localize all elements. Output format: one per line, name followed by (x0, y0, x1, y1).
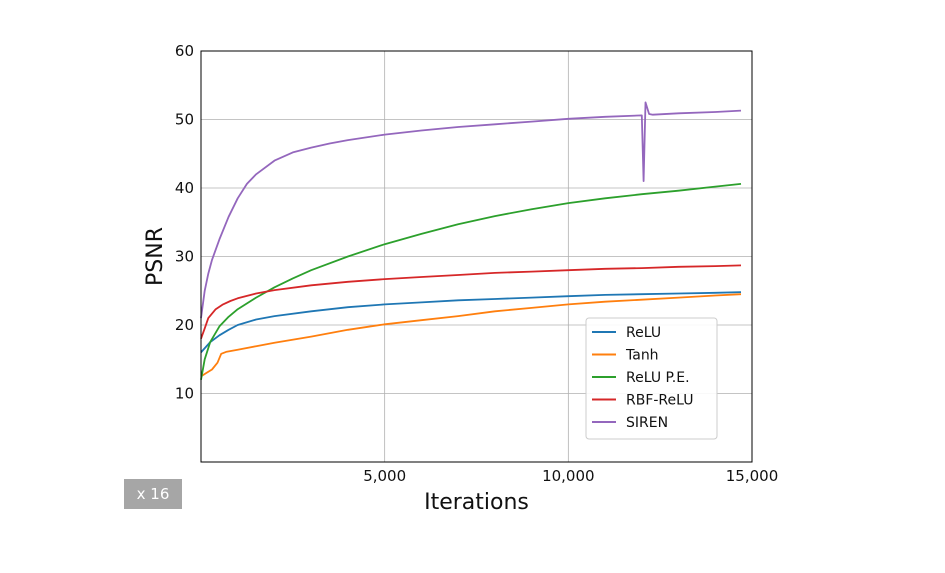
x-tick-label: 5,000 (363, 467, 406, 485)
legend: ReLU Tanh ReLU P.E. RBF-ReLU SIREN (585, 317, 718, 440)
tick-labels: 5,000 10,000 15,000 10 20 30 40 50 60 (175, 42, 778, 485)
y-tick-label: 30 (175, 248, 194, 266)
plot-frame (200, 50, 753, 463)
zoom-badge: x 16 (124, 479, 182, 509)
x-tick-label: 10,000 (542, 467, 595, 485)
legend-label: ReLU (626, 325, 661, 341)
y-tick-label: 20 (175, 316, 194, 334)
x-tick-label: 15,000 (726, 467, 779, 485)
legend-box (585, 317, 718, 440)
y-tick-label: 40 (175, 179, 194, 197)
legend-label: RBF-ReLU (626, 393, 694, 409)
legend-label: Tanh (625, 348, 659, 364)
series-lines (200, 101, 742, 380)
series-line-rbf-relu (200, 264, 742, 340)
y-tick-label: 50 (175, 111, 194, 129)
series-line-siren (200, 101, 742, 319)
y-axis-label: PSNR (143, 227, 168, 286)
series-line-relu (200, 291, 742, 353)
legend-label: ReLU P.E. (626, 370, 690, 386)
x-axis-label: Iterations (424, 490, 529, 515)
y-tick-label: 60 (175, 42, 194, 60)
series-line-relu-p-e (200, 183, 742, 380)
y-tick-label: 10 (175, 385, 194, 403)
series-line-tanh (200, 293, 742, 378)
legend-label: SIREN (626, 415, 668, 431)
